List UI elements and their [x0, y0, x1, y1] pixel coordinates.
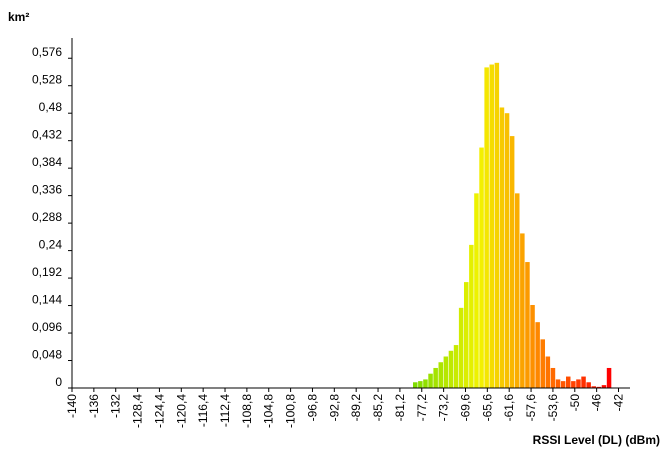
histogram-bar: [525, 262, 530, 388]
histogram-bar: [515, 193, 520, 388]
histogram-bars: [413, 62, 612, 389]
y-axis-label: km²: [8, 10, 29, 24]
histogram-bar: [566, 376, 571, 388]
histogram-bar: [438, 362, 443, 388]
histogram-bar: [586, 382, 591, 388]
histogram-bar: [413, 382, 418, 388]
histogram-bar: [571, 381, 576, 388]
histogram-bar: [540, 339, 545, 388]
x-tick-label: -46: [590, 394, 604, 412]
histogram-bar: [443, 356, 449, 388]
y-tick-label: 0,384: [32, 155, 62, 169]
x-tick-label: -89,2: [349, 394, 363, 422]
histogram-bar: [530, 304, 535, 388]
x-tick-label: -100,8: [284, 394, 298, 428]
x-tick-label: -65,6: [480, 394, 494, 422]
histogram-bar: [428, 373, 433, 388]
histogram-bar: [474, 193, 479, 388]
y-tick-label: 0,432: [32, 128, 62, 142]
histogram-bar: [448, 350, 454, 388]
y-tick-label: 0,576: [32, 45, 62, 59]
histogram-bar: [535, 322, 540, 388]
y-tick-label: 0,528: [32, 73, 62, 87]
histogram-bar: [576, 379, 581, 388]
y-tick-label: 0,192: [32, 265, 62, 279]
histogram-bar: [581, 376, 586, 388]
histogram-bar: [504, 113, 510, 388]
histogram-bar: [596, 386, 602, 388]
x-tick-label: -108,8: [240, 394, 254, 428]
x-tick-label: -42: [612, 394, 626, 412]
x-tick-label: -112,4: [218, 394, 232, 427]
histogram-bar: [453, 345, 459, 388]
x-tick-label: -57,6: [524, 394, 538, 422]
y-tick-label: 0,24: [39, 238, 63, 252]
x-tick-label: -69,6: [458, 394, 472, 422]
x-tick-label: -132: [109, 394, 123, 418]
histogram-bar: [433, 367, 438, 388]
y-axis: 0 0,048 0,096 0,144 0,192 0,24 0,288 0,336 0,384…: [32, 45, 72, 389]
x-tick-label: -140: [65, 394, 79, 418]
x-tick-label: -81,2: [393, 394, 407, 422]
x-tick-label: -120,4: [174, 394, 188, 428]
y-tick-label: 0,288: [32, 210, 62, 224]
histogram-bar: [520, 233, 525, 388]
y-tick-label: 0,096: [32, 320, 62, 334]
y-tick-label: 0,144: [32, 293, 62, 307]
x-tick-label: -96,8: [305, 394, 319, 422]
y-tick-label: 0,048: [32, 348, 62, 362]
x-axis: -140 -136 -132 -128,4 -124,4 -120,4 -116,4 -112…: [65, 388, 626, 428]
x-tick-label: -85,2: [371, 394, 385, 422]
histogram-bar: [601, 385, 607, 388]
histogram-bar: [458, 307, 464, 388]
y-tick-label: 0,336: [32, 183, 62, 197]
histogram-bar: [560, 381, 566, 388]
histogram-bar: [550, 367, 556, 388]
histogram-bar: [423, 379, 428, 388]
histogram-bar: [545, 356, 551, 388]
x-tick-label: -124,4: [152, 394, 166, 428]
x-tick-label: -104,8: [262, 394, 276, 428]
histogram-bar: [509, 136, 515, 388]
y-axis-title: km²: [8, 10, 29, 24]
histogram-bar: [494, 62, 500, 388]
histogram-bar: [479, 147, 484, 388]
histogram-bar: [484, 67, 489, 389]
histogram-bar: [606, 367, 612, 388]
histogram-bar: [591, 386, 596, 388]
histogram-bar: [418, 381, 423, 388]
x-tick-label: -92,8: [327, 394, 341, 422]
histogram-bar: [469, 244, 474, 388]
histogram-bar: [499, 107, 505, 388]
x-tick-label: -50: [568, 394, 582, 412]
y-tick-label: 0: [55, 375, 62, 389]
histogram-bar: [489, 64, 494, 388]
x-tick-label: -116,4: [196, 394, 210, 427]
x-tick-label: -61,6: [502, 394, 516, 422]
x-tick-label: -53,6: [546, 394, 560, 422]
histogram-bar: [464, 282, 469, 388]
x-tick-label: -77,2: [415, 394, 429, 422]
x-tick-label: -73,2: [437, 394, 451, 422]
x-axis-title: RSSI Level (DL) (dBm): [533, 433, 660, 447]
x-tick-label: -136: [87, 394, 101, 418]
y-tick-label: 0,48: [39, 100, 63, 114]
x-tick-label: -128,4: [131, 394, 145, 428]
histogram-bar: [555, 379, 561, 388]
